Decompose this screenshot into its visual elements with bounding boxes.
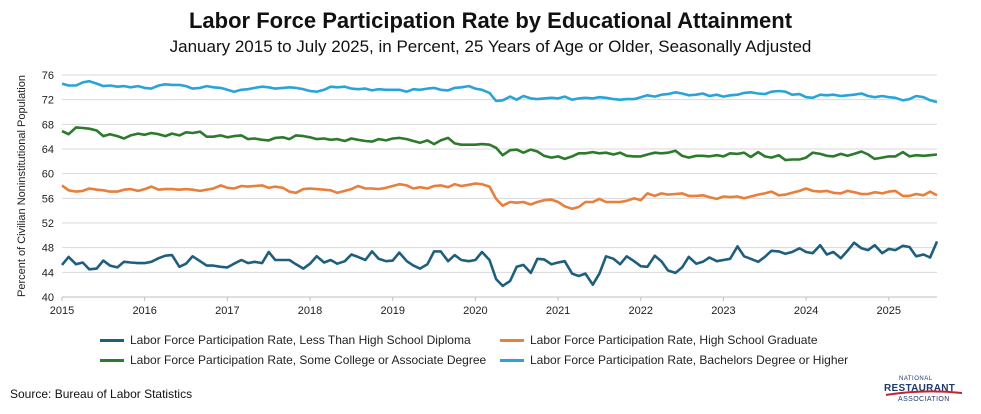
x-tick-label: 2016 xyxy=(132,305,156,317)
x-tick-label: 2019 xyxy=(380,305,404,317)
logo-text-mid: RESTAURANT xyxy=(884,383,956,394)
legend-label: Labor Force Participation Rate, Bachelor… xyxy=(530,353,849,367)
logo-text-bot: ASSOCIATION xyxy=(898,396,950,403)
legend-swatch xyxy=(100,338,124,342)
x-tick-label: 2023 xyxy=(711,305,735,317)
legend-label: Labor Force Participation Rate, Less Tha… xyxy=(130,333,471,347)
x-tick-label: 2020 xyxy=(463,305,487,317)
x-tick-label: 2024 xyxy=(794,305,818,317)
chart-title: Labor Force Participation Rate by Educat… xyxy=(188,8,793,33)
chart-subtitle: January 2015 to July 2025, in Percent, 2… xyxy=(169,37,812,56)
series-line-2 xyxy=(61,126,938,162)
y-tick-label: 68 xyxy=(42,119,54,131)
legend-item-hs-graduate: Labor Force Participation Rate, High Sch… xyxy=(500,333,818,347)
source-note: Source: Bureau of Labor Statistics xyxy=(10,387,193,401)
series-line-3 xyxy=(61,79,938,104)
series-line-0 xyxy=(60,240,939,288)
y-axis-label: Percent of Civilian Noninstitutional Pop… xyxy=(16,75,28,297)
legend-item-bachelors: Labor Force Participation Rate, Bachelor… xyxy=(500,353,848,367)
x-tick-label: 2021 xyxy=(546,305,570,317)
legend-swatch xyxy=(500,338,524,342)
legend-swatch xyxy=(500,358,524,362)
y-tick-label: 52 xyxy=(42,218,54,230)
nra-logo: NATIONAL RESTAURANT ASSOCIATION xyxy=(884,376,964,406)
y-tick-label: 48 xyxy=(42,243,54,255)
y-tick-label: 40 xyxy=(42,292,54,304)
legend-label: Labor Force Participation Rate, High Sch… xyxy=(530,333,818,347)
x-tick-label: 2022 xyxy=(629,305,653,317)
series-layer xyxy=(60,79,939,288)
x-tick-label: 2017 xyxy=(215,305,239,317)
y-tick-label: 56 xyxy=(42,193,54,205)
series-line-1 xyxy=(61,182,938,211)
legend-item-less-than-hs: Labor Force Participation Rate, Less Tha… xyxy=(100,333,471,347)
y-tick-label: 76 xyxy=(42,70,54,82)
legend-label: Labor Force Participation Rate, Some Col… xyxy=(130,353,487,367)
x-tick-label: 2018 xyxy=(298,305,322,317)
legend-item-some-college: Labor Force Participation Rate, Some Col… xyxy=(100,353,486,367)
legend-swatch xyxy=(100,358,124,362)
y-tick-label: 44 xyxy=(42,267,54,279)
x-tick-label: 2015 xyxy=(50,305,74,317)
y-tick-label: 72 xyxy=(42,95,54,107)
logo-text-top: NATIONAL xyxy=(899,376,933,382)
logo-swoosh-icon xyxy=(885,390,963,396)
line-chart: 40 44 48 52 56 60 64 68 72 76 2015 2016 2017 2018 2019… xyxy=(16,70,939,317)
y-tick-label: 64 xyxy=(42,144,54,156)
x-tick-label: 2025 xyxy=(877,305,901,317)
grid-layer xyxy=(62,74,937,298)
y-tick-label: 60 xyxy=(42,169,54,181)
axis-layer: 40 44 48 52 56 60 64 68 72 76 2015 2016 2017 2018 2019… xyxy=(42,70,937,317)
